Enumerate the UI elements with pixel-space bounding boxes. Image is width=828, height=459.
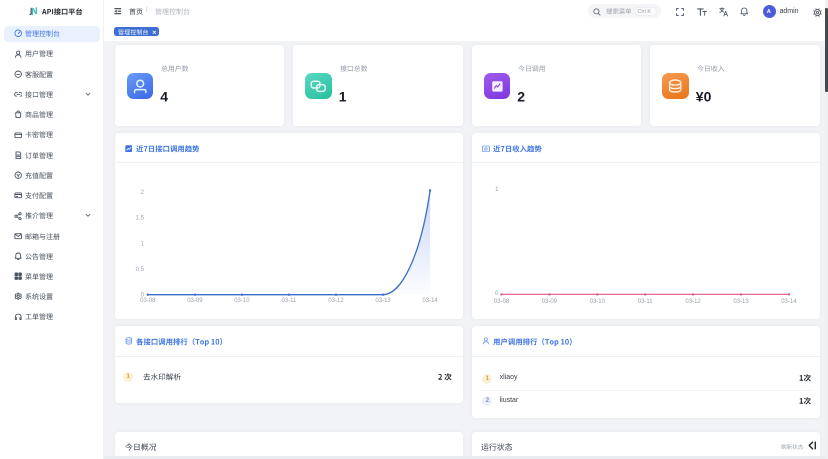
svg-text:03-12: 03-12	[328, 298, 344, 304]
svg-text:03-09: 03-09	[187, 298, 203, 304]
svg-text:03-11: 03-11	[638, 299, 654, 305]
svg-text:03-13: 03-13	[375, 298, 391, 304]
svg-text:0: 0	[495, 291, 499, 297]
svg-text:03-10: 03-10	[590, 299, 606, 305]
svg-text:1.5: 1.5	[135, 216, 144, 222]
svg-text:03-08: 03-08	[140, 298, 156, 304]
svg-text:03-08: 03-08	[494, 299, 510, 305]
svg-text:03-12: 03-12	[685, 299, 701, 305]
svg-text:1: 1	[495, 187, 499, 193]
svg-text:0.5: 0.5	[135, 267, 144, 273]
svg-text:03-11: 03-11	[281, 298, 297, 304]
svg-text:0: 0	[140, 292, 144, 298]
svg-text:03-09: 03-09	[542, 299, 558, 305]
svg-text:03-14: 03-14	[781, 299, 797, 305]
svg-text:03-14: 03-14	[422, 298, 438, 304]
svg-text:03-13: 03-13	[733, 299, 749, 305]
svg-text:2: 2	[140, 190, 144, 196]
svg-text:03-10: 03-10	[234, 298, 250, 304]
svg-text:1: 1	[140, 241, 144, 247]
